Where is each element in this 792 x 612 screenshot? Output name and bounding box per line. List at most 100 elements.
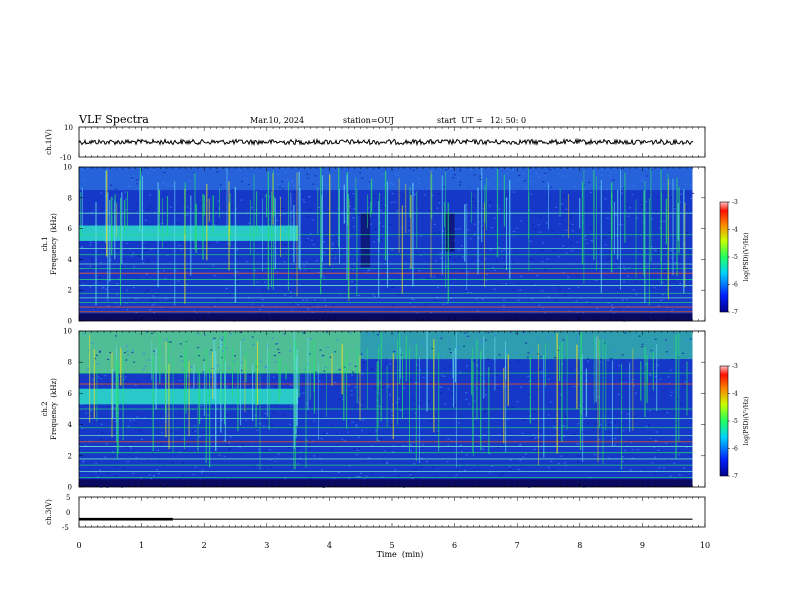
noise-speckle: [402, 445, 405, 447]
noise-speckle: [223, 455, 226, 457]
noise-speckle: [79, 168, 82, 171]
noise-speckle: [304, 268, 307, 270]
noise-speckle: [89, 241, 92, 243]
noise-speckle: [571, 223, 574, 226]
noise-speckle: [112, 214, 115, 216]
noise-speckle: [565, 246, 568, 248]
noise-speckle: [147, 261, 150, 263]
noise-speckle: [498, 247, 501, 249]
noise-speckle: [529, 167, 532, 169]
noise-speckle: [673, 411, 676, 413]
noise-speckle: [190, 387, 193, 389]
noise-speckle: [91, 379, 94, 381]
noise-speckle: [577, 455, 580, 457]
noise-speckle: [364, 359, 367, 361]
noise-speckle: [398, 192, 401, 194]
noise-speckle: [273, 462, 276, 464]
noise-speckle: [406, 382, 409, 384]
noise-speckle: [379, 331, 381, 333]
noise-speckle: [368, 269, 371, 271]
noise-speckle: [353, 208, 356, 210]
noise-speckle: [80, 247, 83, 249]
noise-speckle: [170, 206, 172, 208]
noise-speckle: [468, 403, 471, 405]
noise-speckle: [675, 262, 677, 264]
noise-speckle: [323, 276, 325, 278]
ch1-ylabel: ch.1(V): [45, 129, 53, 155]
noise-speckle: [397, 294, 400, 296]
noise-speckle: [459, 181, 462, 183]
noise-speckle: [136, 183, 139, 185]
noise-speckle: [609, 175, 612, 177]
noise-speckle: [543, 175, 546, 177]
noise-speckle: [551, 334, 554, 336]
noise-speckle: [307, 177, 310, 179]
noise-speckle: [101, 287, 104, 289]
noise-speckle: [429, 187, 432, 189]
spectrogram-empty-region: [692, 331, 705, 487]
noise-speckle: [386, 386, 389, 388]
noise-speckle: [534, 228, 537, 231]
noise-speckle: [225, 347, 228, 349]
noise-speckle: [367, 334, 370, 336]
y-tick-label: 6: [68, 390, 73, 398]
noise-speckle: [631, 390, 634, 392]
noise-speckle: [357, 214, 360, 216]
noise-speckle: [315, 371, 318, 373]
noise-speckle: [220, 184, 222, 186]
noise-speckle: [111, 198, 114, 200]
noise-speckle: [580, 198, 583, 200]
noise-speckle: [420, 466, 423, 468]
noise-speckle: [577, 286, 580, 288]
noise-speckle: [562, 234, 565, 237]
noise-speckle: [449, 297, 452, 299]
noise-speckle: [624, 300, 627, 302]
noise-speckle: [107, 305, 110, 307]
noise-speckle: [518, 174, 521, 177]
noise-speckle: [563, 435, 565, 437]
noise-speckle: [460, 245, 463, 247]
noise-speckle: [129, 420, 132, 422]
noise-speckle: [126, 309, 129, 311]
noise-speckle: [450, 167, 453, 169]
noise-speckle: [220, 356, 223, 358]
noise-speckle: [574, 186, 576, 188]
noise-speckle: [530, 258, 533, 260]
noise-speckle: [318, 206, 320, 208]
noise-speckle: [178, 379, 181, 382]
noise-speckle: [375, 430, 378, 432]
noise-speckle: [322, 433, 325, 435]
noise-speckle: [436, 432, 439, 434]
noise-speckle: [213, 337, 216, 339]
noise-speckle: [448, 336, 451, 338]
noise-speckle: [223, 428, 226, 430]
noise-speckle: [132, 349, 134, 351]
noise-speckle: [537, 436, 540, 438]
noise-speckle: [245, 419, 248, 421]
noise-speckle: [409, 444, 412, 446]
noise-speckle: [403, 387, 406, 389]
noise-speckle: [624, 332, 627, 334]
noise-speckle: [676, 399, 679, 401]
noise-speckle: [618, 309, 621, 311]
noise-speckle: [95, 354, 98, 356]
noise-speckle: [527, 258, 530, 260]
noise-speckle: [409, 471, 412, 473]
noise-speckle: [212, 265, 215, 267]
x-axis-label: Time (min): [377, 550, 424, 559]
noise-speckle: [621, 192, 624, 194]
noise-speckle: [631, 381, 634, 383]
noise-speckle: [115, 335, 117, 337]
noise-speckle: [309, 478, 312, 480]
noise-speckle: [344, 221, 346, 223]
y-tick-label: 0: [68, 318, 72, 326]
noise-speckle: [381, 476, 384, 478]
noise-speckle: [350, 394, 353, 396]
noise-speckle: [379, 210, 382, 212]
noise-speckle: [127, 354, 130, 356]
noise-speckle: [329, 356, 332, 358]
noise-speckle: [519, 443, 522, 446]
y-tick-label: 2: [68, 287, 72, 295]
noise-speckle: [96, 363, 99, 365]
noise-speckle: [107, 472, 110, 474]
